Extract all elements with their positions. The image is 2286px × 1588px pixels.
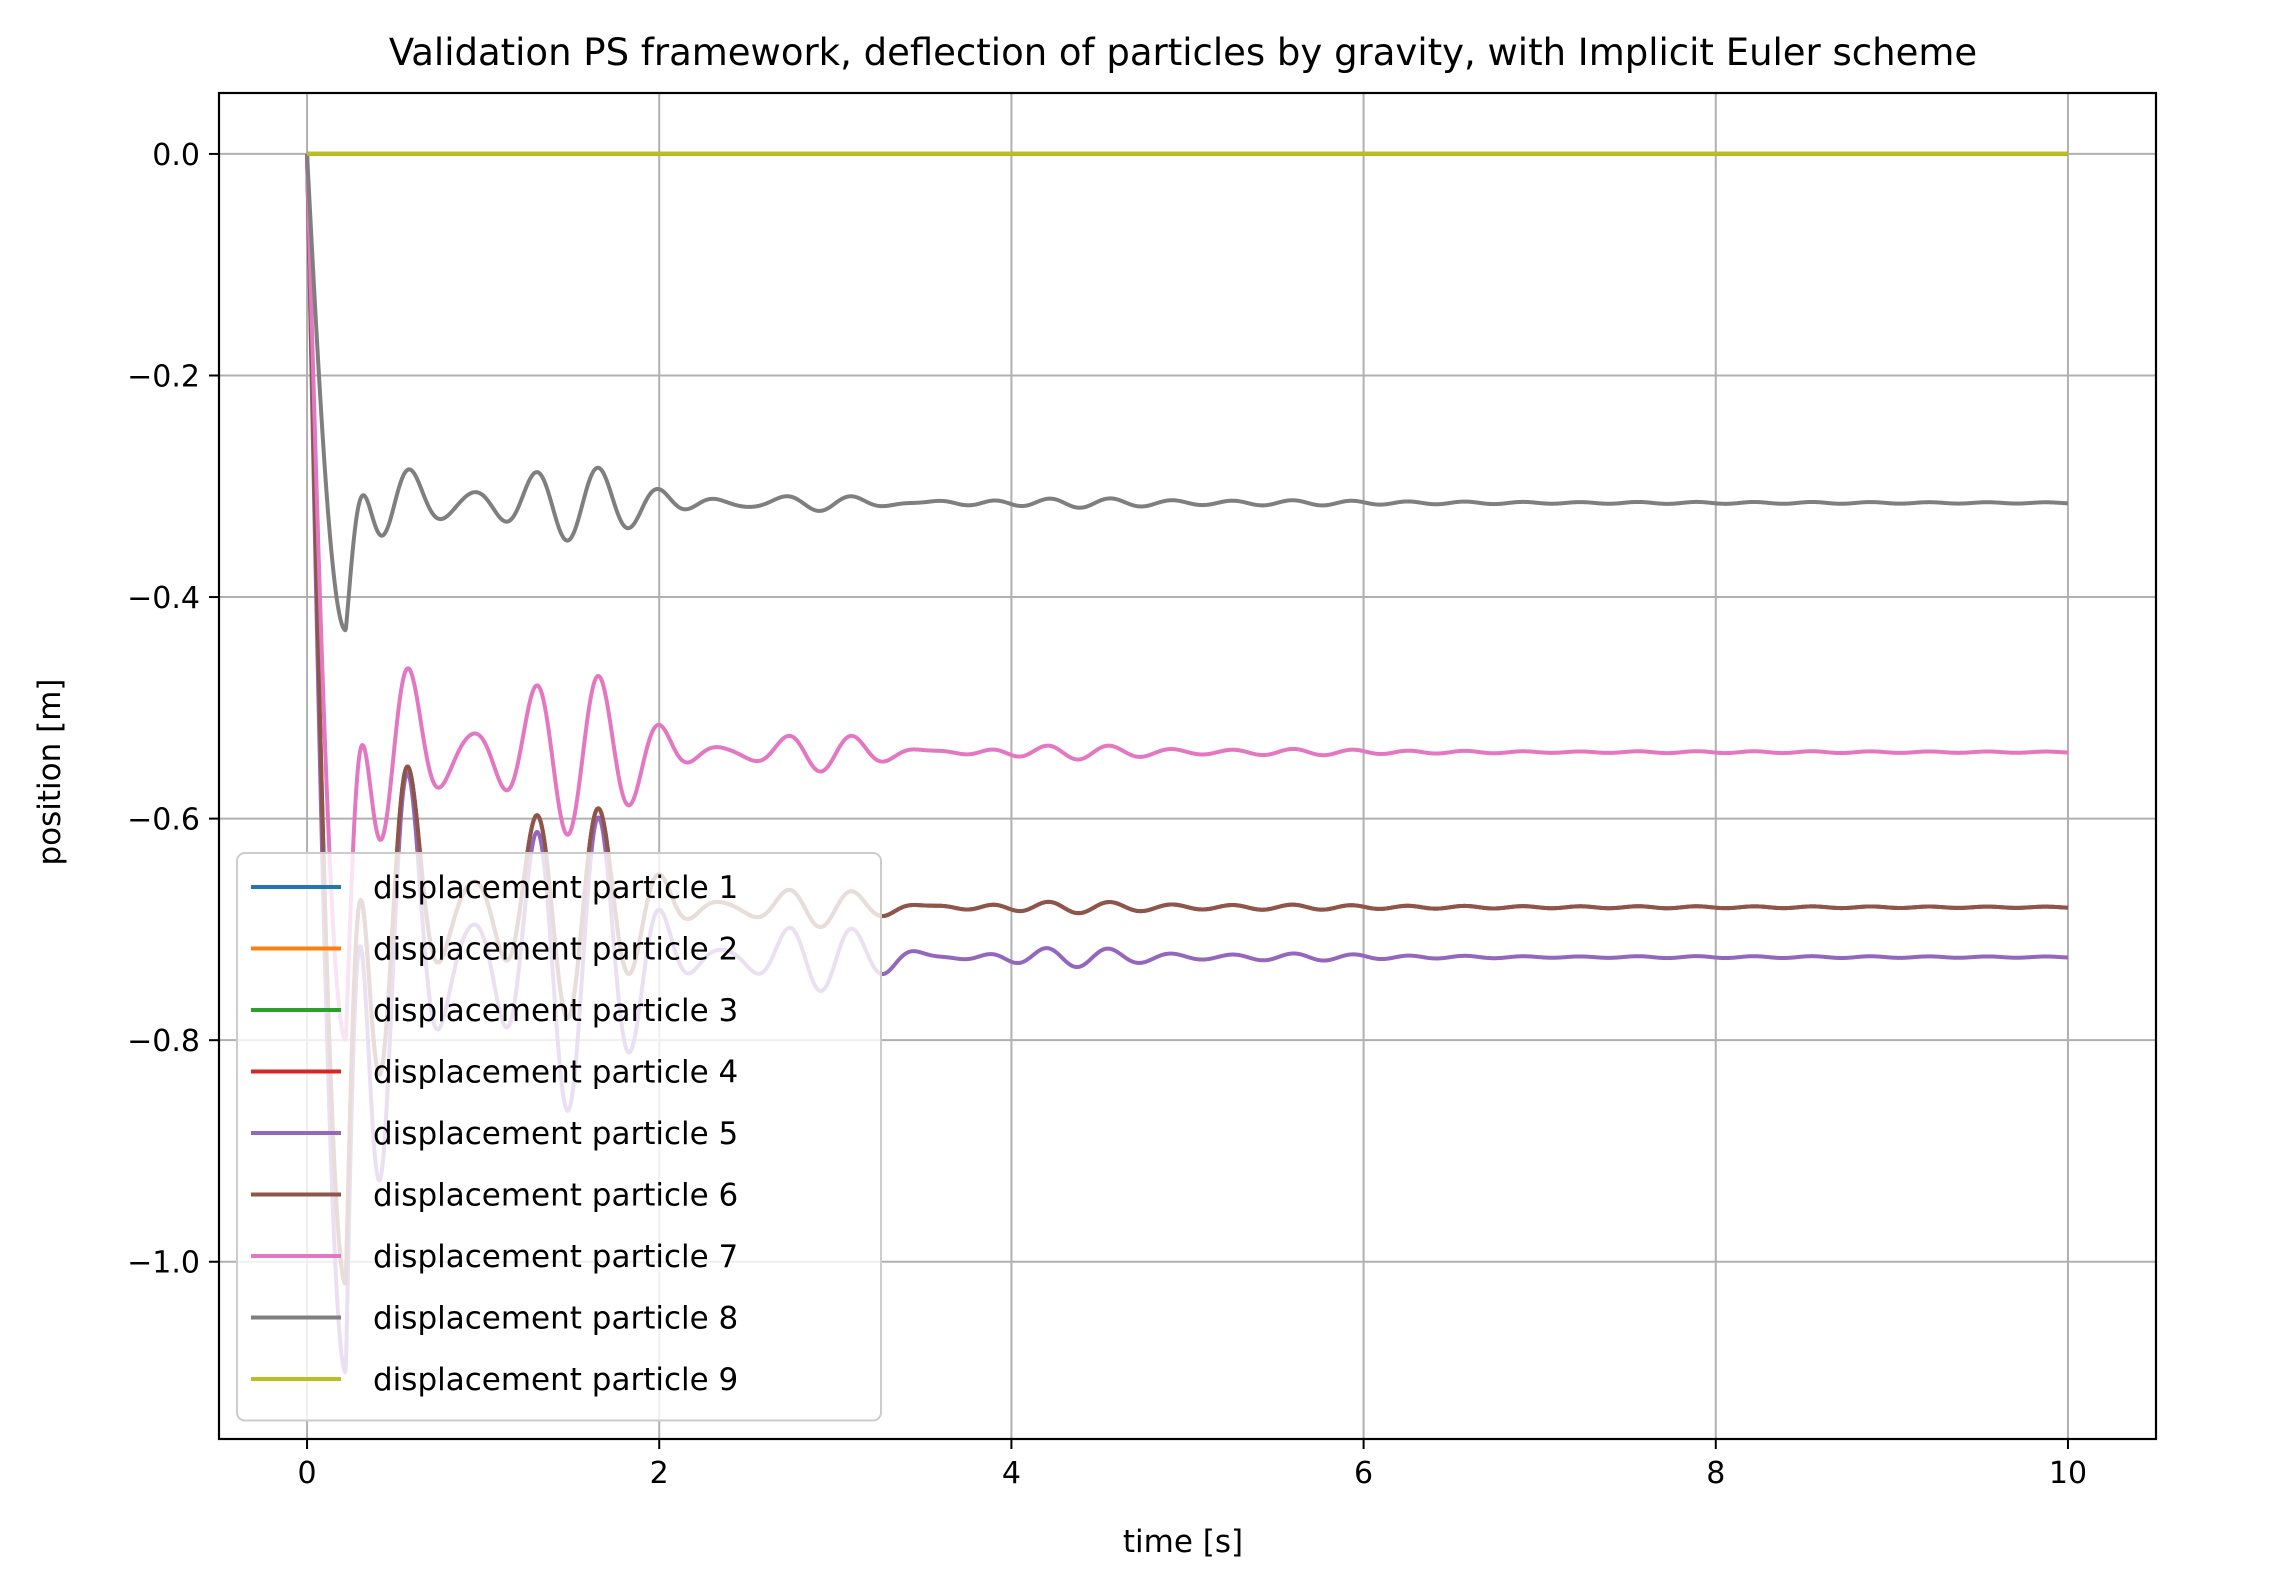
legend-box (236, 852, 882, 1422)
series-line-5 (305, 153, 2070, 1375)
y-tick-label: −1.0 (127, 1246, 200, 1281)
y-tick-label: −0.4 (127, 581, 200, 616)
series-line-6 (305, 153, 2070, 1286)
legend-label-5: displacement particle 5 (373, 1116, 738, 1152)
x-axis-label: time [s] (1123, 1524, 1243, 1560)
y-axis-ticks: 0.0 −0.2 −0.4 −0.6 −0.8 −1.0 (127, 138, 219, 1281)
legend-label-4: displacement particle 4 (373, 1055, 738, 1091)
legend-label-3: displacement particle 3 (373, 993, 738, 1029)
y-tick-label: −0.2 (127, 359, 200, 394)
axes-frame (217, 91, 2158, 1441)
y-axis-label: position [m] (32, 678, 68, 865)
series-line-8 (305, 153, 2070, 633)
legend: displacement particle 1 displacement part… (236, 852, 882, 1422)
y-tick-label: 0.0 (152, 138, 200, 173)
x-axis-ticks: 0 2 4 6 8 10 (297, 1439, 2087, 1491)
legend-label-7: displacement particle 7 (373, 1239, 738, 1275)
x-tick-label: 8 (1706, 1456, 1725, 1491)
legend-label-6: displacement particle 6 (373, 1178, 738, 1214)
legend-label-8: displacement particle 8 (373, 1301, 738, 1337)
legend-label-2: displacement particle 2 (373, 932, 738, 968)
grid-lines (219, 93, 2156, 1439)
series-line-7 (305, 153, 2070, 1042)
x-tick-label: 4 (1002, 1456, 1021, 1491)
x-tick-label: 10 (2049, 1456, 2087, 1491)
y-tick-label: −0.8 (127, 1024, 200, 1059)
legend-label-1: displacement particle 1 (373, 870, 738, 906)
x-tick-label: 0 (297, 1456, 316, 1491)
x-tick-label: 2 (650, 1456, 669, 1491)
chart-title: Validation PS framework, deflection of p… (389, 31, 1977, 74)
legend-label-9: displacement particle 9 (373, 1362, 738, 1398)
x-tick-label: 6 (1354, 1456, 1373, 1491)
y-tick-label: −0.6 (127, 803, 200, 838)
plot-lines (305, 151, 2070, 1375)
